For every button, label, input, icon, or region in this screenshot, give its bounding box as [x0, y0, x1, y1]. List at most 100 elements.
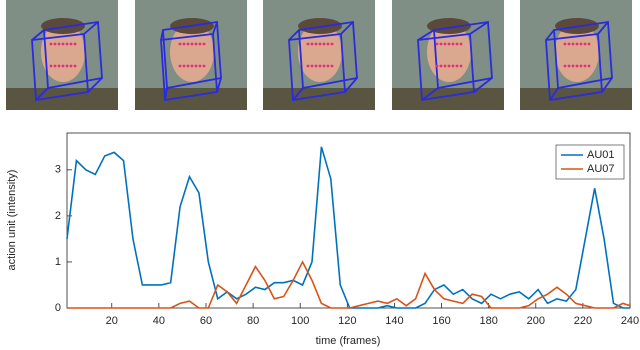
landmark	[65, 42, 69, 46]
landmark	[443, 64, 447, 68]
landmark	[443, 42, 447, 46]
landmark	[190, 64, 194, 68]
landmark	[69, 42, 73, 46]
landmark	[322, 42, 326, 46]
landmark	[57, 42, 61, 46]
landmark	[318, 64, 322, 68]
landmark	[53, 64, 57, 68]
landmark	[49, 42, 53, 46]
x-tick-label: 20	[106, 315, 118, 327]
landmark	[587, 64, 591, 68]
face-frames	[6, 0, 632, 110]
landmark	[194, 42, 198, 46]
landmark	[318, 42, 322, 46]
landmark	[583, 42, 587, 46]
landmark	[314, 64, 318, 68]
landmark	[326, 64, 330, 68]
x-tick-label: 60	[200, 315, 212, 327]
landmark	[567, 42, 571, 46]
legend-box	[555, 144, 625, 180]
landmark	[61, 64, 65, 68]
landmark	[198, 42, 202, 46]
landmark	[202, 42, 206, 46]
hair	[41, 18, 85, 34]
landmark	[567, 64, 571, 68]
landmark	[69, 64, 73, 68]
y-tick-label: 0	[55, 302, 61, 314]
landmark	[314, 42, 318, 46]
landmark	[326, 42, 330, 46]
face-shirt	[263, 88, 375, 110]
landmark	[310, 64, 314, 68]
x-tick-label: 180	[479, 315, 497, 327]
face-shirt	[392, 88, 504, 110]
landmark	[73, 42, 77, 46]
landmark	[439, 64, 443, 68]
landmark	[447, 42, 451, 46]
head-pose-cube	[160, 20, 222, 102]
landmark	[178, 64, 182, 68]
landmark	[571, 64, 575, 68]
landmark	[575, 42, 579, 46]
landmark	[451, 42, 455, 46]
x-tick-label: 240	[621, 315, 639, 327]
head-pose-cube	[417, 20, 493, 102]
landmark	[322, 64, 326, 68]
landmark	[53, 42, 57, 46]
landmark	[61, 42, 65, 46]
landmark	[583, 64, 587, 68]
landmark	[186, 42, 190, 46]
landmark	[306, 42, 310, 46]
landmark	[563, 64, 567, 68]
x-tick-label: 160	[432, 315, 450, 327]
landmark	[73, 64, 77, 68]
x-tick-label: 220	[574, 315, 592, 327]
landmark	[447, 64, 451, 68]
landmark	[49, 64, 53, 68]
x-tick-label: 100	[291, 315, 309, 327]
landmark	[563, 42, 567, 46]
landmark	[451, 64, 455, 68]
landmark	[579, 42, 583, 46]
landmark	[330, 42, 334, 46]
legend-label: AU07	[587, 163, 615, 175]
landmark	[459, 42, 463, 46]
head-pose-cube	[545, 20, 613, 102]
y-tick-label: 2	[55, 210, 61, 222]
landmark	[587, 42, 591, 46]
landmark	[435, 64, 439, 68]
landmark	[178, 42, 182, 46]
x-tick-label: 120	[338, 315, 356, 327]
plot-frame	[66, 132, 631, 309]
landmark	[306, 64, 310, 68]
landmark	[579, 64, 583, 68]
landmark	[459, 64, 463, 68]
landmark	[575, 64, 579, 68]
landmark	[57, 64, 61, 68]
landmark	[202, 64, 206, 68]
head-pose-cube	[288, 20, 358, 102]
face-shirt	[135, 88, 247, 110]
series-line	[67, 260, 631, 309]
landmark	[182, 42, 186, 46]
landmark	[330, 64, 334, 68]
x-axis-label: time (frames)	[316, 335, 381, 347]
x-tick-label: 140	[385, 315, 403, 327]
x-tick-label: 80	[247, 315, 259, 327]
face-shirt	[520, 88, 632, 110]
landmark	[455, 42, 459, 46]
face-shirt	[6, 88, 118, 110]
landmark	[198, 64, 202, 68]
landmark	[571, 42, 575, 46]
landmark	[435, 42, 439, 46]
landmark	[194, 64, 198, 68]
landmark	[182, 64, 186, 68]
x-tick-label: 200	[527, 315, 545, 327]
landmark	[186, 64, 190, 68]
landmark	[455, 64, 459, 68]
y-axis-label: action unit (intensity)	[6, 170, 18, 271]
landmark	[439, 42, 443, 46]
y-tick-label: 1	[55, 256, 61, 268]
landmark	[190, 42, 194, 46]
